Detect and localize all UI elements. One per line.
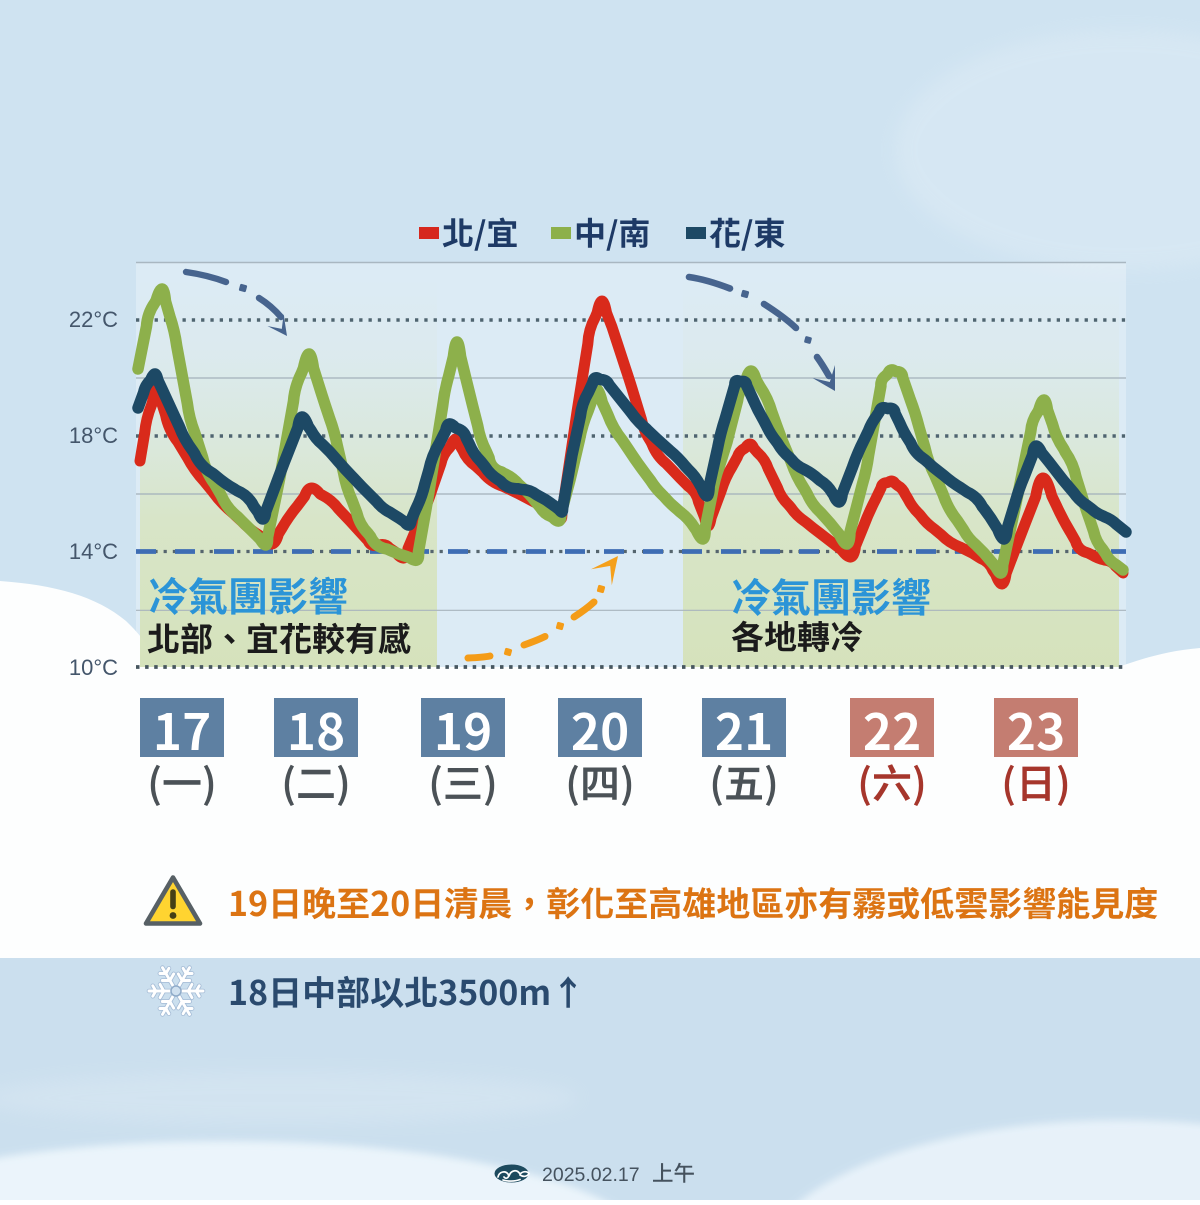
svg-text:2025.02.17: 2025.02.17	[542, 1164, 640, 1186]
svg-text:18°C: 18°C	[69, 423, 118, 448]
svg-text:22°C: 22°C	[69, 307, 118, 332]
svg-text:10°C: 10°C	[69, 655, 118, 680]
svg-text:14°C: 14°C	[69, 539, 118, 564]
